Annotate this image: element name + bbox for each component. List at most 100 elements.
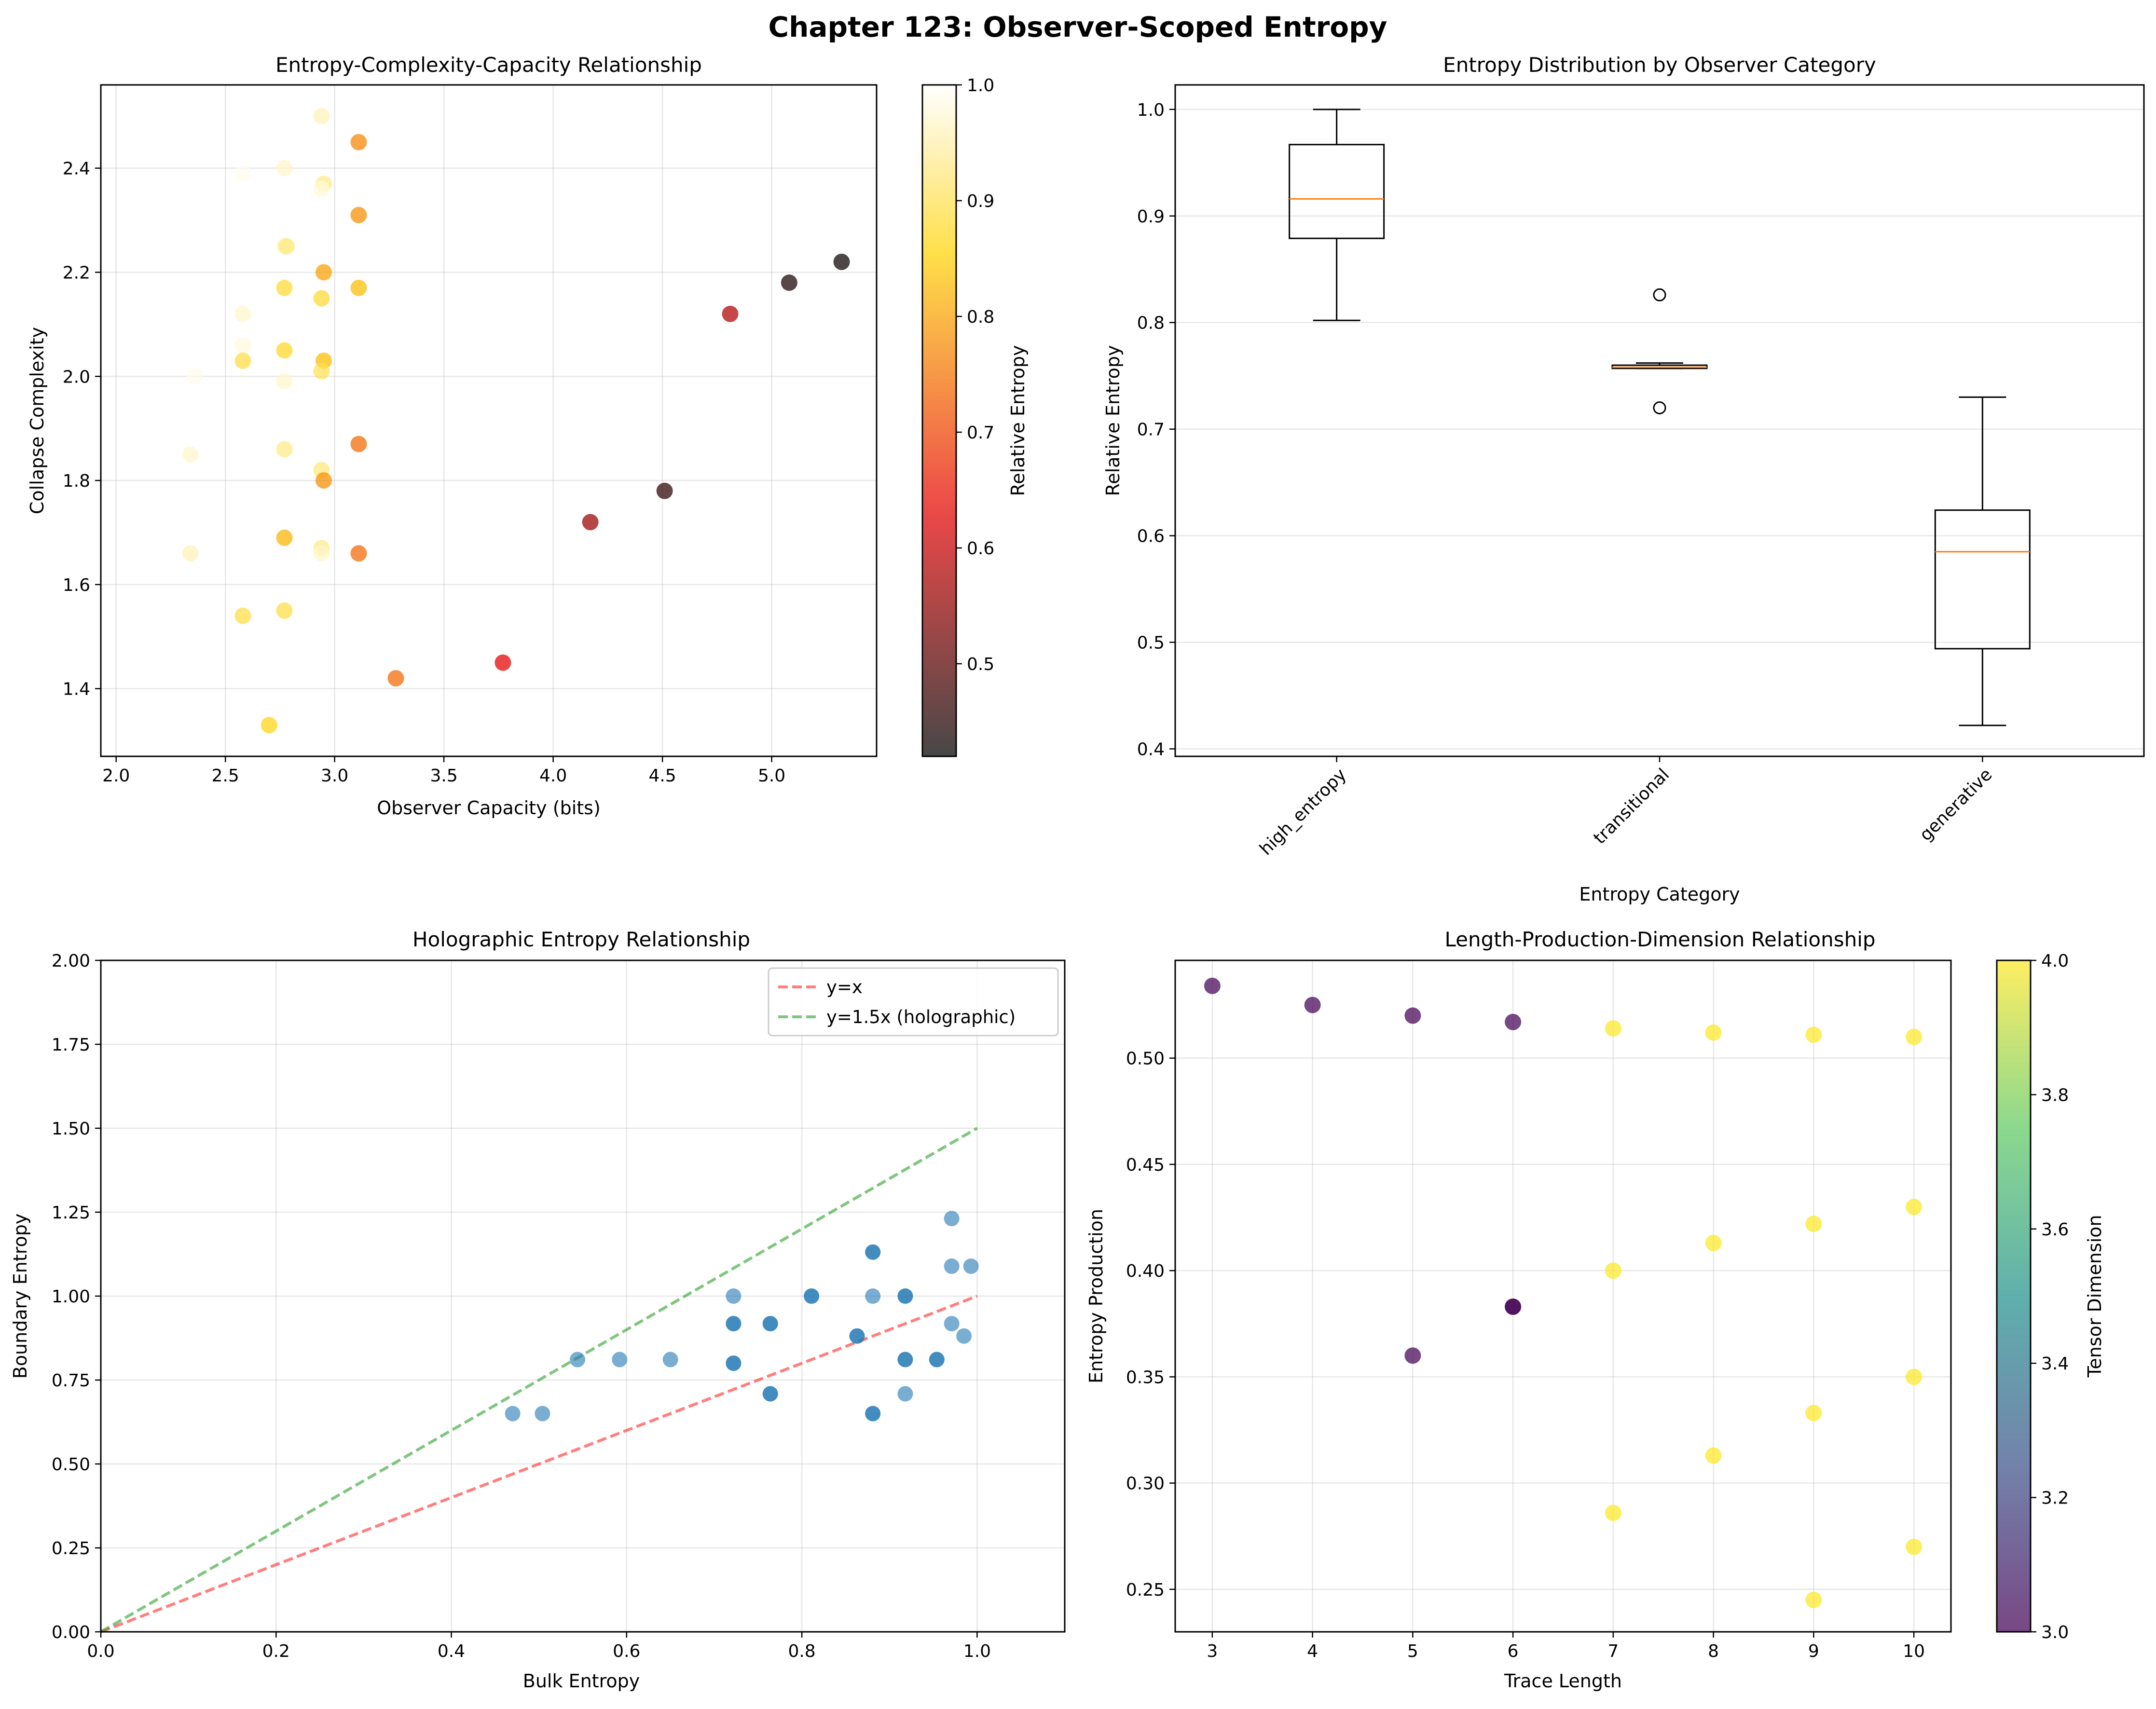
- p4-x-ticks: 3 4 5 6 7 8 9 10: [1207, 1632, 1925, 1661]
- p4-data-point: [1906, 1538, 1923, 1555]
- p3-data-point: [505, 1406, 521, 1422]
- p4-data-point: [1805, 1026, 1822, 1043]
- p1-y-tick-label: 1.8: [63, 471, 90, 491]
- p4-x-tick-label: 6: [1508, 1641, 1519, 1661]
- p1-data-point: [276, 529, 293, 546]
- p3-legend-label-yx: y=x: [826, 977, 863, 998]
- p4-data-point: [1605, 1262, 1621, 1279]
- p1-y-tick-label: 1.4: [63, 680, 90, 699]
- p4-x-tick-label: 7: [1607, 1641, 1619, 1661]
- p4-data-point: [1505, 1013, 1522, 1030]
- p1-y-axis-label: Collapse Complexity: [27, 327, 48, 514]
- p1-data-point: [656, 482, 673, 499]
- p1-colorbar-tick-label: 0.9: [967, 191, 994, 211]
- p1-data-point: [387, 670, 404, 687]
- p4-y-tick-label: 0.40: [1126, 1261, 1165, 1281]
- p2-boxes: [1289, 109, 2031, 726]
- p1-data-point: [234, 607, 251, 624]
- p3-title: Holographic Entropy Relationship: [412, 928, 750, 951]
- p2-y-tick-label: 1.0: [1137, 100, 1165, 120]
- p3-x-tick-label: 0.4: [438, 1641, 465, 1661]
- p1-data-point: [350, 134, 367, 150]
- p1-data-point: [261, 717, 277, 734]
- p1-data-point: [722, 305, 739, 322]
- p3-x-tick-label: 0.8: [788, 1641, 815, 1661]
- p3-data-point: [865, 1244, 881, 1260]
- panel-length-production-dimension: Length-Production-Dimension Relationship…: [1085, 928, 2105, 1692]
- p3-data-point: [762, 1316, 778, 1332]
- p3-data-point: [929, 1352, 945, 1367]
- p4-data-point: [1404, 1007, 1421, 1024]
- p2-y-tick-label: 0.4: [1137, 740, 1165, 760]
- p1-x-tick-label: 4.0: [539, 766, 567, 786]
- p4-y-ticks: 0.25 0.30 0.35 0.40 0.45 0.50: [1126, 1049, 1175, 1600]
- p1-y-tick-label: 2.2: [63, 263, 90, 283]
- p4-data-point: [1605, 1020, 1621, 1037]
- p1-data-point: [182, 446, 199, 463]
- p3-y-axis-label: Boundary Entropy: [10, 1214, 31, 1379]
- p3-y-tick-label: 2.00: [52, 951, 90, 971]
- p2-y-ticks: 0.4 0.5 0.6 0.7 0.8 0.9 1.0: [1137, 100, 1175, 760]
- p1-data-point: [182, 545, 199, 562]
- p1-data-point: [234, 165, 251, 182]
- p4-x-axis-label: Trace Length: [1504, 1670, 1622, 1692]
- p1-data-point: [276, 342, 293, 359]
- p3-y-tick-label: 1.25: [52, 1203, 90, 1223]
- p2-y-tick-label: 0.9: [1137, 207, 1165, 227]
- p1-plot-frame: [100, 84, 878, 757]
- p4-data-point: [1906, 1368, 1923, 1385]
- p4-data-point: [1505, 1299, 1522, 1315]
- p2-y-axis-label: Relative Entropy: [1102, 345, 1124, 496]
- p1-data-point: [350, 436, 367, 452]
- p1-x-tick-label: 4.5: [648, 766, 676, 786]
- p4-colorbar-tick-label: 3.0: [2041, 1623, 2069, 1642]
- p1-data-point: [313, 290, 330, 307]
- p1-data-point: [276, 373, 293, 390]
- p4-x-tick-label: 5: [1407, 1641, 1418, 1661]
- p3-legend-box: [768, 967, 1059, 1037]
- p2-box-outlier: [1653, 401, 1666, 414]
- p1-colorbar-tick-label: 0.7: [967, 423, 994, 443]
- p3-x-tick-label: 0.0: [87, 1641, 114, 1661]
- p3-data-point: [963, 1258, 979, 1274]
- p3-data-point: [570, 1352, 586, 1367]
- p1-data-point: [234, 352, 251, 369]
- p3-y-tick-label: 1.00: [52, 1287, 90, 1307]
- p4-colorbar-tick-label: 3.6: [2041, 1220, 2069, 1240]
- p4-colorbar-fill: [1997, 960, 2031, 1632]
- p3-reference-lines: [100, 1127, 978, 1633]
- p4-y-tick-label: 0.30: [1126, 1474, 1165, 1494]
- p3-y-tick-label: 0.00: [52, 1623, 90, 1642]
- p1-data-point: [276, 160, 293, 177]
- p1-data-point: [234, 337, 251, 354]
- p4-data-point: [1204, 977, 1221, 994]
- p3-x-ticks: 0.0 0.2 0.4 0.6 0.8 1.0: [87, 1632, 991, 1661]
- p3-y-tick-label: 1.75: [52, 1035, 90, 1055]
- p3-data-point: [897, 1386, 913, 1402]
- p1-y-tick-label: 1.6: [63, 575, 90, 595]
- p4-y-tick-label: 0.25: [1126, 1580, 1165, 1600]
- p4-grid: [1175, 960, 1951, 1632]
- p2-box-outlier: [1653, 288, 1666, 301]
- p1-data-point: [316, 472, 332, 489]
- p3-data-point: [865, 1406, 881, 1422]
- p4-data-point: [1805, 1591, 1822, 1608]
- p4-y-axis-label: Entropy Production: [1085, 1209, 1107, 1383]
- p4-y-tick-label: 0.35: [1126, 1367, 1165, 1387]
- p4-colorbar-frame: [1996, 959, 2032, 1633]
- p3-data-point: [849, 1328, 865, 1344]
- p1-data-point: [313, 545, 330, 562]
- p1-data-point: [276, 602, 293, 619]
- p3-x-axis-label: Bulk Entropy: [523, 1670, 640, 1692]
- p1-data-point: [494, 654, 511, 671]
- p4-x-tick-label: 10: [1903, 1641, 1925, 1661]
- p4-points: [1204, 977, 1923, 1608]
- p3-data-point: [944, 1211, 960, 1227]
- p4-y-tick-label: 0.45: [1126, 1155, 1165, 1175]
- p1-colorbar: 0.5 0.6 0.7 0.8 0.9 1.0: [921, 76, 994, 757]
- panel-holographic-entropy: Holographic Entropy Relationship 0.0 0.2 0…: [10, 928, 1066, 1692]
- p1-y-tick-label: 2.0: [63, 367, 90, 387]
- p3-y-tick-label: 0.50: [52, 1455, 90, 1475]
- p3-legend-label-holographic: y=1.5x (holographic): [826, 1007, 1016, 1027]
- p1-colorbar-frame: [921, 84, 957, 757]
